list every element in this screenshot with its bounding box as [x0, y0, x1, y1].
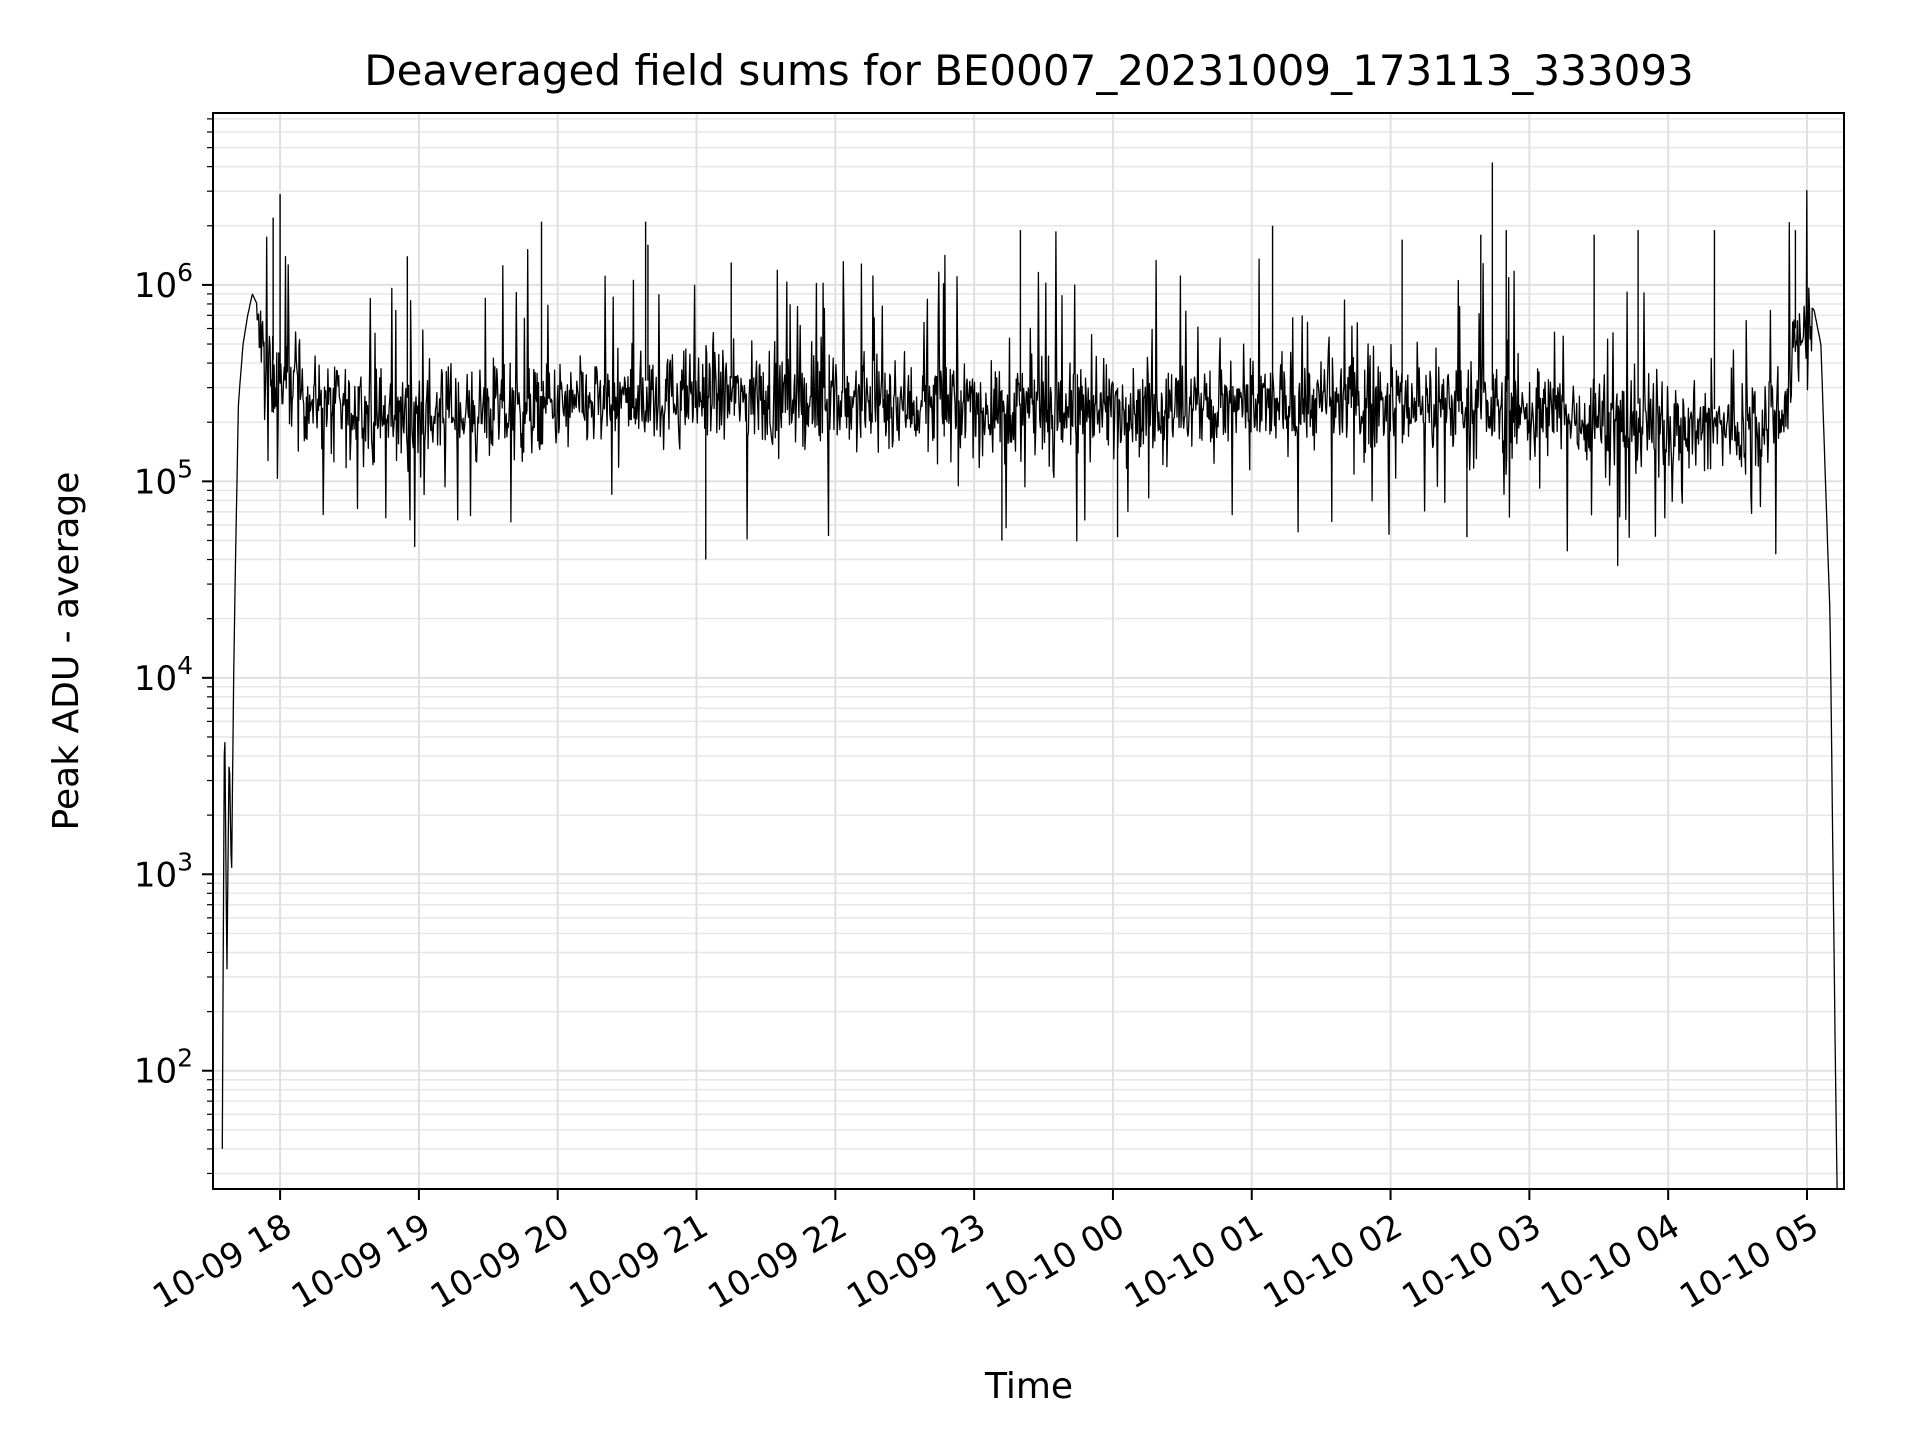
y-tick-label: 105	[134, 454, 193, 502]
y-tick-label: 106	[134, 258, 193, 306]
chart-title: Deaveraged field sums for BE0007_2023100…	[364, 46, 1694, 95]
series-path	[221, 189, 1838, 1190]
plot-frame	[212, 112, 1845, 1190]
y-axis-label: Peak ADU - average	[46, 472, 87, 831]
series-line	[221, 162, 1838, 1190]
y-tick-label: 103	[134, 847, 193, 895]
y-tick-label: 104	[134, 651, 193, 699]
grid	[213, 113, 1844, 1189]
y-axis: 102 103 104 105 106	[134, 118, 213, 1175]
y-tick-label: 102	[134, 1044, 193, 1092]
x-axis-label: Time	[984, 1366, 1073, 1407]
